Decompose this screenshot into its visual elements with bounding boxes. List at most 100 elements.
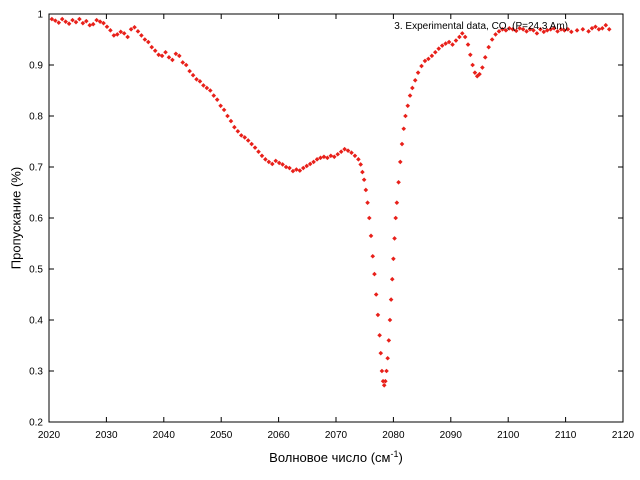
data-point [338, 149, 344, 154]
data-point [500, 27, 505, 32]
x-tick-label: 2100 [497, 430, 520, 441]
data-point [183, 62, 189, 68]
data-point [555, 29, 560, 34]
data-point [356, 157, 361, 162]
data-point [125, 34, 130, 40]
data-point [477, 71, 482, 77]
data-point [396, 180, 401, 185]
data-point [489, 37, 495, 42]
data-point [242, 135, 248, 140]
data-point [256, 149, 261, 154]
data-point [56, 20, 62, 25]
data-point [232, 124, 237, 130]
data-point [245, 138, 251, 143]
data-point [211, 93, 217, 98]
data-point [128, 27, 134, 32]
data-point [407, 93, 413, 98]
data-point [166, 55, 172, 60]
y-tick-label: 0.2 [29, 418, 43, 429]
data-point [392, 236, 397, 241]
data-point [393, 215, 398, 221]
data-point [517, 25, 522, 31]
data-point [180, 60, 186, 65]
data-point [280, 162, 285, 167]
data-point [596, 27, 602, 32]
data-point [377, 333, 382, 338]
x-tick-label: 2050 [210, 430, 233, 441]
data-point [146, 39, 151, 45]
data-point [108, 28, 113, 33]
x-tick-label: 2040 [153, 430, 176, 441]
data-point [384, 368, 389, 374]
data-point [391, 256, 396, 262]
x-tick-label: 2020 [38, 430, 61, 441]
data-point [49, 16, 55, 22]
data-point [352, 153, 358, 159]
data-point [225, 113, 230, 119]
data-point [263, 157, 268, 162]
data-point [283, 164, 289, 170]
data-point [375, 312, 381, 318]
data-point [142, 37, 148, 42]
data-point [290, 168, 296, 174]
data-point [366, 215, 372, 221]
data-point [520, 27, 526, 32]
data-point [139, 33, 144, 38]
legend-label: 3. Experimental data, CO, (P=24.3 Am) [394, 21, 568, 32]
data-point [252, 145, 258, 150]
data-point [433, 49, 438, 55]
data-point [387, 317, 393, 323]
data-point [266, 159, 272, 165]
data-point [388, 297, 394, 302]
data-point [360, 169, 365, 175]
data-point [300, 165, 306, 171]
data-point [372, 271, 377, 277]
data-point [462, 34, 468, 40]
data-point [269, 161, 275, 167]
x-tick-label: 2080 [382, 430, 405, 441]
data-point [385, 355, 390, 361]
data-point [287, 165, 292, 171]
data-point [606, 27, 612, 32]
data-point [394, 200, 400, 205]
x-tick-label: 2110 [555, 430, 577, 441]
data-point [562, 28, 567, 33]
data-point [405, 103, 411, 109]
data-point [422, 58, 428, 64]
data-point [152, 48, 158, 54]
data-point [429, 53, 435, 59]
data-point [541, 29, 547, 35]
data-point [403, 113, 408, 119]
data-point [378, 350, 384, 356]
data-point [524, 29, 529, 34]
data-point [415, 70, 421, 75]
x-tick-label: 2060 [267, 430, 290, 441]
data-point [389, 276, 395, 282]
data-point [534, 31, 540, 36]
data-point [548, 27, 553, 32]
data-point [558, 27, 564, 32]
data-point [59, 16, 65, 22]
y-tick-label: 0.4 [29, 316, 43, 327]
data-point [443, 41, 448, 46]
data-point [493, 32, 498, 37]
data-point [214, 97, 220, 102]
data-point [513, 28, 519, 34]
data-point [397, 159, 403, 165]
data-point [276, 160, 282, 166]
y-axis-ticks: 0.2 0.3 0.4 0.5 0.6 0.7 0.8 0.9 1 [29, 10, 623, 429]
data-point [507, 25, 512, 31]
data-point [600, 25, 605, 31]
data-point [204, 85, 210, 91]
data-point [465, 42, 471, 47]
data-point [218, 103, 223, 109]
data-point [383, 378, 388, 384]
data-point [401, 126, 407, 132]
data-point [603, 22, 609, 28]
data-point [349, 150, 354, 156]
data-point [176, 53, 182, 59]
data-point [328, 153, 334, 159]
data-point [436, 46, 442, 51]
data-point [480, 65, 485, 70]
